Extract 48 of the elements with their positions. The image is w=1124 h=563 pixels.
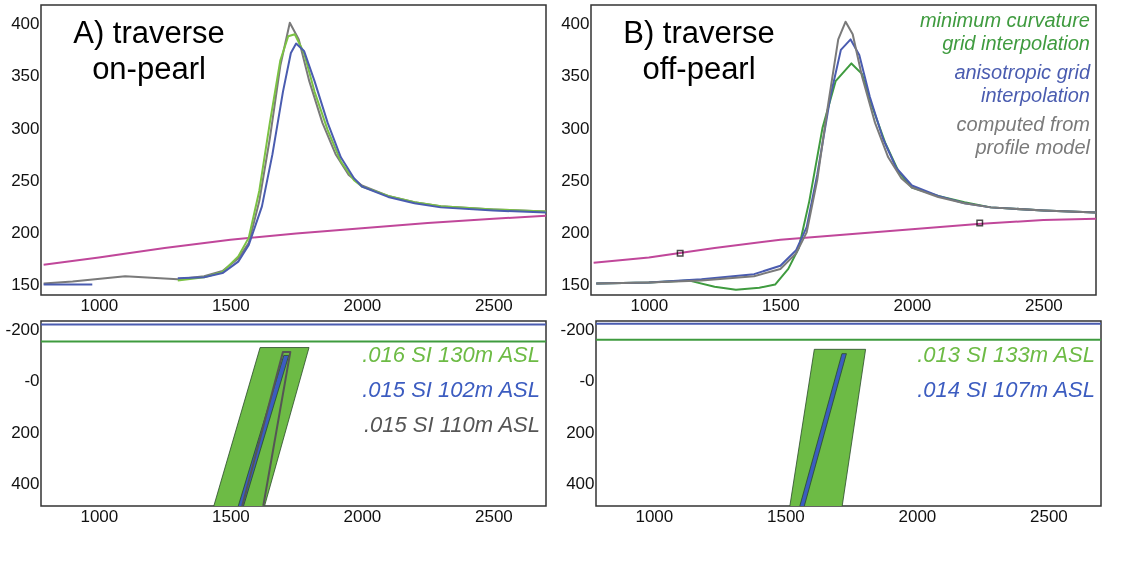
- x-tick-label: 2500: [474, 506, 513, 526]
- text: .013 SI 133m ASL: [917, 342, 1095, 367]
- text: .015 SI 110m ASL: [363, 412, 540, 437]
- y-tick-label: -200: [560, 320, 595, 340]
- y-tick-label: -0: [24, 371, 40, 391]
- text: computed from profile model: [956, 113, 1091, 158]
- y-tick-label: 400: [11, 473, 40, 493]
- x-tick-label: 2000: [898, 506, 937, 526]
- x-tick-label: 1500: [211, 506, 250, 526]
- y-tick-label: 200: [11, 222, 40, 242]
- y-tick-label: 400: [566, 473, 595, 493]
- x-tick-label: 2500: [1024, 295, 1063, 315]
- y-tick-label: -200: [5, 320, 40, 340]
- y-tick-label: 400: [561, 14, 590, 34]
- x-tick-label: 1500: [766, 506, 805, 526]
- x-tick-label: 1000: [630, 295, 669, 315]
- y-tick-label: 150: [561, 275, 590, 295]
- y-tick-label: 350: [561, 66, 590, 86]
- x-tick-label: 2500: [474, 295, 513, 315]
- text: B) traverse off-pearl: [623, 15, 775, 86]
- y-tick-label: 200: [566, 422, 595, 442]
- text: anisotropic grid interpolation: [954, 61, 1091, 106]
- x-tick-label: 1000: [635, 506, 674, 526]
- x-tick-label: 2000: [343, 506, 382, 526]
- y-tick-label: 200: [11, 422, 40, 442]
- text: .016 SI 130m ASL: [362, 342, 540, 367]
- text: .014 SI 107m ASL: [917, 377, 1095, 402]
- y-tick-label: -0: [579, 371, 595, 391]
- x-tick-label: 2000: [893, 295, 932, 315]
- y-tick-label: 350: [11, 66, 40, 86]
- y-tick-label: 300: [561, 118, 590, 138]
- y-tick-label: 400: [11, 14, 40, 34]
- x-tick-label: 2500: [1029, 506, 1068, 526]
- x-tick-label: 1000: [80, 295, 119, 315]
- x-tick-label: 1500: [211, 295, 250, 315]
- y-tick-label: 300: [11, 118, 40, 138]
- text: .015 SI 102m ASL: [362, 377, 540, 402]
- y-tick-label: 250: [11, 170, 40, 190]
- line-series: [42, 214, 546, 266]
- line-series: [592, 217, 1096, 264]
- y-tick-label: 150: [11, 275, 40, 295]
- x-tick-label: 2000: [343, 295, 382, 315]
- text: minimum curvature grid interpolation: [919, 9, 1090, 54]
- y-tick-label: 250: [561, 170, 590, 190]
- y-tick-label: 200: [561, 222, 590, 242]
- x-tick-label: 1000: [80, 506, 119, 526]
- x-tick-label: 1500: [761, 295, 800, 315]
- text: A) traverse on-pearl: [73, 15, 225, 86]
